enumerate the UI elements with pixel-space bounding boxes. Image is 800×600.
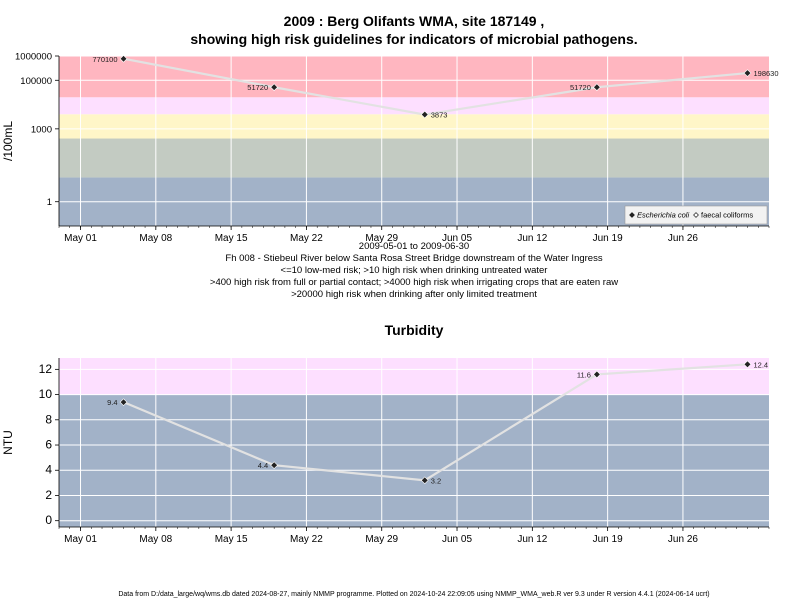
chart2-ytick-label-4: 8 xyxy=(45,412,52,426)
chart2-plot: May 01 May 08 May 15 May 22 May 29 Jun 05 Jun … xyxy=(1,358,770,545)
chart1-ytick-label-3: 1 xyxy=(47,197,52,208)
chart2-xtick-label-4: May 29 xyxy=(365,534,398,545)
chart2-xtick-label-5: Jun 05 xyxy=(442,534,472,545)
chart1-legend-label-0: Escherichia coli xyxy=(637,211,689,220)
chart2-data-label-1: 4.4 xyxy=(258,461,268,470)
chart1-data-label-4: 198630 xyxy=(753,69,778,78)
chart1-legend-label-1: faecal coliforms xyxy=(701,211,753,220)
chart1-ytick-label-1: 100000 xyxy=(20,76,52,87)
chart1-xtick-label-7: Jun 19 xyxy=(593,233,623,244)
chart1-data-label-1: 51720 xyxy=(247,83,268,92)
chart1-data-label-2: 3873 xyxy=(431,111,448,120)
chart2-ytick-label-0: 0 xyxy=(45,513,52,527)
chart1-xlabel-line4: >400 high risk from full or partial cont… xyxy=(210,277,618,288)
chart1-xtick-label-4: May 29 xyxy=(365,233,398,244)
chart1-band-3 xyxy=(59,97,769,115)
chart2-ytick-label-5: 10 xyxy=(39,387,53,401)
chart1-xtick-label-2: May 15 xyxy=(215,233,248,244)
chart1-xtick-label-3: May 22 xyxy=(290,233,323,244)
chart1-legend: Escherichia coli faecal coliforms xyxy=(624,205,768,225)
chart2-ytick-label-6: 12 xyxy=(39,362,53,376)
chart2-xtick-label-2: May 15 xyxy=(215,534,248,545)
chart2-ylabel: NTU xyxy=(1,430,15,455)
chart1-data-label-3: 51720 xyxy=(570,83,591,92)
chart1-ytick-label-0: 1000000 xyxy=(15,52,52,63)
chart2-point-1 xyxy=(270,461,278,470)
chart2-xtick-label-1: May 08 xyxy=(139,534,172,545)
chart1-ytick-label-2: 1000 xyxy=(31,124,52,135)
chart2-ytick-label-1: 2 xyxy=(45,488,52,502)
chart2-point-3 xyxy=(593,370,601,379)
chart2-band-1 xyxy=(59,358,769,395)
chart1-xtick-label-5: Jun 05 xyxy=(442,233,472,244)
chart2-xtick-label-7: Jun 19 xyxy=(593,534,623,545)
chart2-xtick-label-8: Jun 26 xyxy=(668,534,698,545)
chart1-legend-marker-0 xyxy=(629,212,635,218)
chart2-point-2 xyxy=(420,476,429,485)
chart1-xtick-label-8: Jun 26 xyxy=(668,233,698,244)
chart2-ytick-label-3: 6 xyxy=(45,438,52,452)
chart2-ytick-label-2: 4 xyxy=(45,463,52,477)
chart1-point-1 xyxy=(270,83,278,92)
chart1-band-4 xyxy=(59,56,769,98)
chart2-point-0 xyxy=(119,398,128,406)
chart1-title-line2: showing high risk guidelines for indicat… xyxy=(190,31,637,47)
chart1-data-label-0: 770100 xyxy=(93,55,118,64)
chart2-data-label-3: 11.6 xyxy=(577,370,591,379)
chart2-data-label-0: 9.4 xyxy=(107,398,117,407)
chart2-point-4 xyxy=(743,360,752,369)
chart1-xtick-label-0: May 01 xyxy=(64,233,97,244)
chart1-xtick-label-1: May 08 xyxy=(139,233,172,244)
chart1-plot: May 01 May 08 May 15 May 22 May 29 Jun 05 Jun … xyxy=(1,52,779,245)
chart1-title-line1: 2009 : Berg Olifants WMA, site 187149 , xyxy=(284,13,545,29)
chart1-legend-marker-1 xyxy=(693,212,699,218)
chart1-xlabel-line5: >20000 high risk when drinking after onl… xyxy=(291,289,537,300)
chart1-xlabel-line1: 2009-05-01 to 2009-06-30 xyxy=(359,241,469,252)
chart1-point-4 xyxy=(743,69,752,77)
chart1-point-2 xyxy=(420,110,429,119)
chart1-band-2 xyxy=(59,114,769,139)
chart1-xlabel-line2: Fh 008 - Stiebeul River below Santa Rosa… xyxy=(225,253,602,264)
chart1-ylabel: /100mL xyxy=(1,121,15,161)
chart2-title: Turbidity xyxy=(385,322,444,338)
chart2-data-label-4: 12.4 xyxy=(753,360,768,369)
chart1-xlabel-line3: <=10 low-med risk; >10 high risk when dr… xyxy=(281,265,548,276)
chart2-xtick-label-3: May 22 xyxy=(290,534,323,545)
chart1-point-0 xyxy=(119,54,128,63)
footer-note: Data from D:/data_large/wq/wms.db dated … xyxy=(118,591,709,598)
chart2-data-label-2: 3.2 xyxy=(431,476,441,485)
chart2-band-0 xyxy=(59,394,769,527)
chart1-band-1 xyxy=(59,138,769,178)
chart2-xtick-label-6: Jun 12 xyxy=(517,534,547,545)
chart2-xtick-label-0: May 01 xyxy=(64,534,97,545)
chart1-point-3 xyxy=(593,83,601,92)
chart1-xtick-label-6: Jun 12 xyxy=(517,233,547,244)
